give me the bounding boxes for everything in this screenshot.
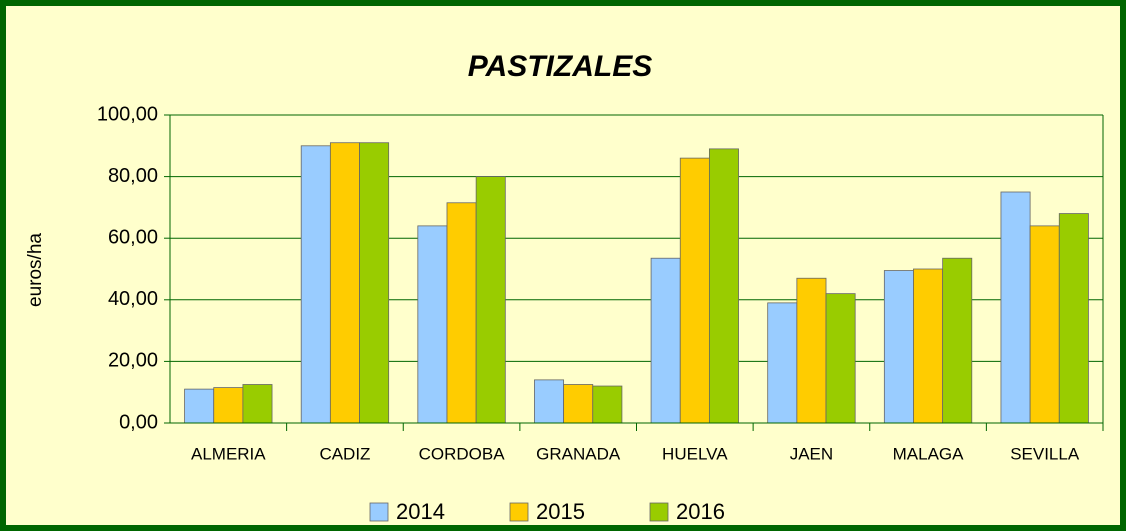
bar: [883, 270, 914, 424]
x-tick-label: ALMERIA: [191, 444, 266, 463]
y-tick-label: 60,00: [108, 226, 158, 248]
bar: [534, 379, 565, 424]
y-axis-label: euros/ha: [25, 233, 46, 307]
bar: [184, 388, 215, 424]
bar: [563, 384, 594, 424]
bar: [213, 387, 244, 424]
x-tick-label: MALAGA: [893, 444, 965, 463]
y-tick-label: 20,00: [108, 350, 158, 372]
bar: [650, 257, 681, 424]
y-tick-label: 0,00: [119, 411, 158, 433]
bar: [1058, 213, 1089, 424]
x-tick-label: CADIZ: [319, 444, 370, 463]
x-tick-label: GRANADA: [536, 444, 621, 463]
bar: [242, 384, 273, 424]
bar: [1000, 191, 1031, 424]
legend-swatch: [649, 502, 669, 522]
bar: [825, 293, 856, 424]
bar: [1029, 225, 1060, 424]
chart-title: PASTIZALES: [468, 50, 652, 83]
bar: [767, 302, 798, 424]
legend-label: 2014: [396, 499, 445, 524]
bar: [708, 148, 739, 424]
bar: [942, 257, 973, 424]
y-tick-label: 80,00: [108, 165, 158, 187]
bar: [679, 157, 710, 424]
legend-swatch: [369, 502, 389, 522]
x-tick-label: CORDOBA: [419, 444, 506, 463]
x-tick-label: SEVILLA: [1010, 444, 1080, 463]
y-tick-label: 40,00: [108, 288, 158, 310]
x-tick-label: HUELVA: [662, 444, 728, 463]
bar: [300, 145, 331, 424]
bar: [417, 225, 448, 424]
bar: [913, 268, 944, 424]
bar: [329, 142, 360, 424]
bar: [796, 277, 827, 424]
legend-swatch: [509, 502, 529, 522]
y-tick-label: 100,00: [97, 103, 158, 125]
x-tick-label: JAEN: [790, 444, 833, 463]
bar: [592, 385, 623, 424]
bar: [446, 202, 477, 424]
bar: [359, 142, 390, 424]
legend-label: 2016: [676, 499, 725, 524]
bar: [475, 176, 506, 424]
legend-label: 2015: [536, 499, 585, 524]
